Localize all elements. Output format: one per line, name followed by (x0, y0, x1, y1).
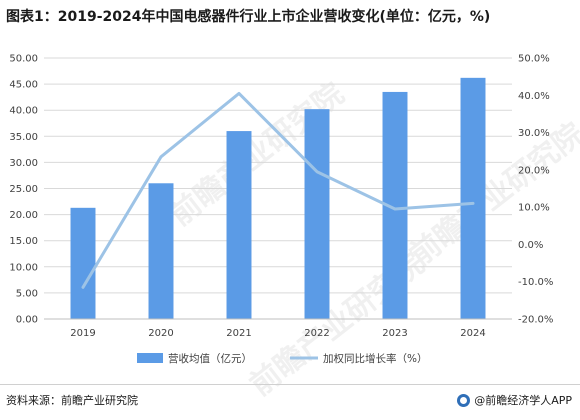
legend: 营收均值（亿元） 加权同比增长率（%） (137, 352, 427, 365)
y-left-tick-label: 25.00 (9, 184, 38, 195)
growth-line-series (81, 91, 475, 289)
x-tick-label: 2021 (226, 328, 251, 339)
bar-series (70, 77, 486, 320)
bar (460, 77, 486, 319)
page-title: 图表1：2019-2024年中国电感器件行业上市企业营收变化(单位：亿元，%) (6, 9, 491, 25)
x-tick-label: 2022 (304, 328, 329, 339)
y-right-tick-label: 0.0% (518, 240, 543, 251)
legend-swatch-bar (137, 353, 163, 363)
y-right-tick-label: 40.0% (518, 91, 550, 102)
y-left-tick-label: 5.00 (16, 288, 38, 299)
bar (148, 183, 174, 319)
brand-name: @前瞻经济学人APP (474, 394, 572, 407)
x-tick-label: 2024 (460, 328, 485, 339)
y-left-tick-label: 20.00 (9, 210, 38, 221)
y-right-tick-label: 10.0% (518, 203, 550, 214)
y-right-tick-label: 50.0% (518, 54, 550, 65)
grid-lines (44, 57, 512, 320)
y-left-tick-label: 30.00 (9, 158, 38, 169)
growth-line (81, 91, 475, 289)
y-right-tick-label: -10.0% (518, 277, 553, 288)
y-right-tick-label: 30.0% (518, 128, 550, 139)
legend-label-line: 加权同比增长率（%） (323, 352, 427, 365)
footer-divider (0, 384, 580, 385)
x-tick-label: 2023 (382, 328, 407, 339)
bar (70, 207, 96, 319)
y-right-tick-label: 20.0% (518, 165, 550, 176)
y-left-tick-label: 10.00 (9, 262, 38, 273)
brand-logo-icon (457, 393, 471, 407)
y-right-tick-label: -20.0% (518, 315, 553, 326)
y-left-tick-label: 15.00 (9, 236, 38, 247)
x-tick-label: 2019 (70, 328, 95, 339)
y-left-tick-label: 40.00 (9, 106, 38, 117)
bar (226, 131, 252, 319)
x-tick-label: 2020 (148, 328, 173, 339)
axes: 0.00 5.00 10.00 15.00 20.00 25.00 30.00 35.00 40… (9, 54, 553, 340)
y-left-tick-label: 0.00 (16, 315, 38, 326)
bar (304, 109, 330, 319)
legend-label-bar: 营收均值（亿元） (168, 352, 252, 365)
source-note: 资料来源：前瞻产业研究院 (6, 394, 138, 407)
y-left-tick-label: 35.00 (9, 132, 38, 143)
y-left-tick-label: 50.00 (9, 54, 38, 65)
brand: @前瞻经济学人APP (457, 392, 572, 408)
y-left-tick-label: 45.00 (9, 80, 38, 91)
